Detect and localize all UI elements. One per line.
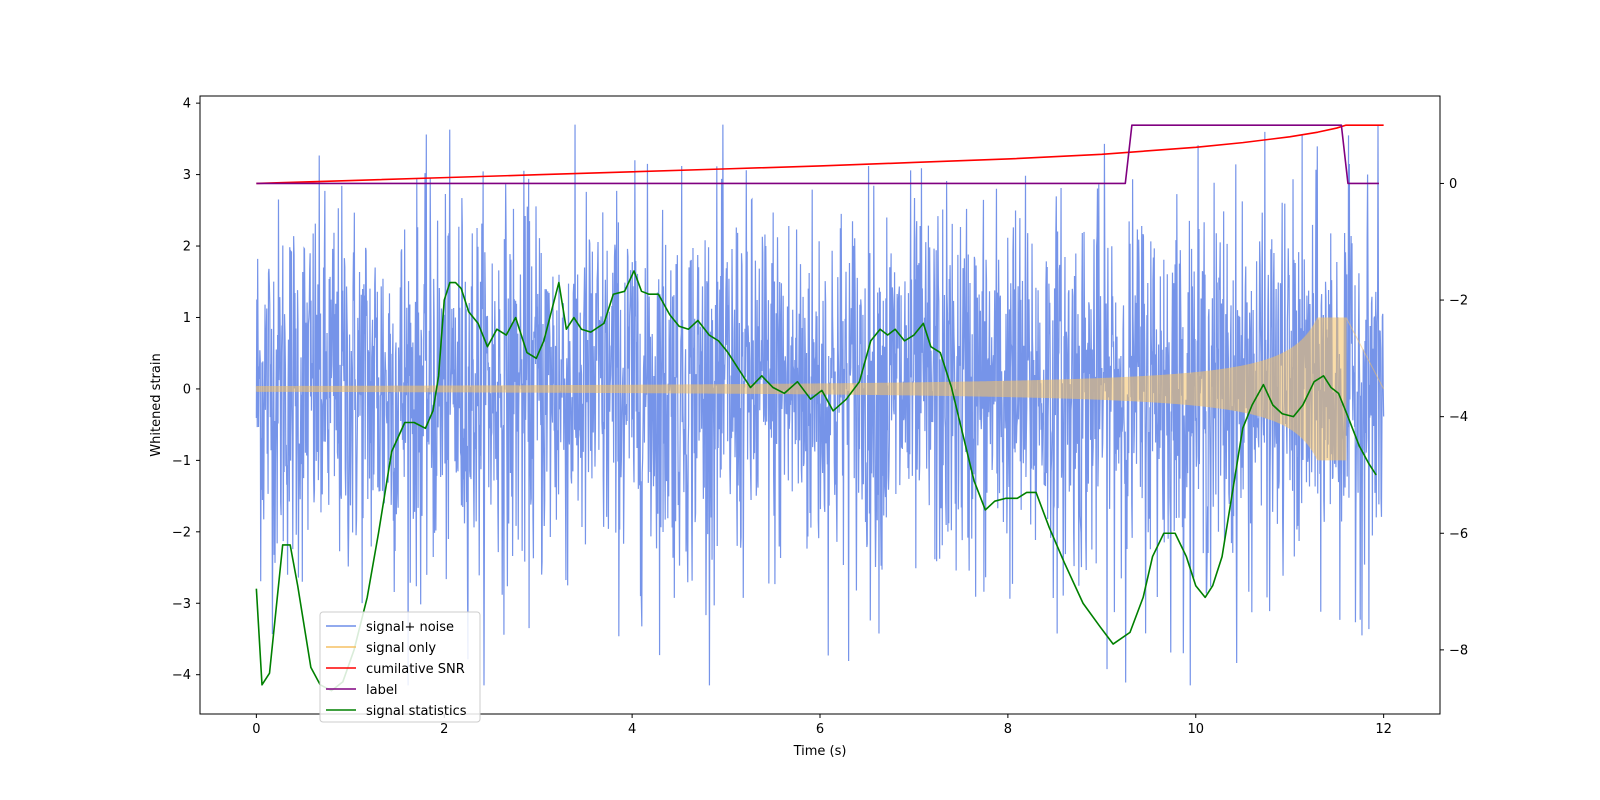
y-tick-label: 2: [183, 240, 191, 255]
x-axis-label: Time (s): [793, 744, 847, 759]
x-tick-label: 4: [628, 722, 636, 737]
signal-noise-line: [255, 124, 1385, 686]
y2-axis-ticks: −8 −6 −4 −2 0: [1440, 177, 1468, 658]
y-axis-label: Whitened strain: [149, 353, 164, 456]
signal-noise-series: [255, 124, 1385, 686]
plot-area: [255, 124, 1385, 692]
y2-tick-label: 0: [1449, 177, 1457, 192]
x-tick-label: 10: [1187, 722, 1204, 737]
legend: signal+ noise signal only cumilative SNR…: [319, 611, 481, 723]
signal-only-series: [255, 317, 1385, 461]
y2-tick-label: −8: [1449, 643, 1468, 658]
y-tick-label: −2: [172, 525, 191, 540]
signal-statistics-line: [255, 270, 1377, 692]
x-tick-label: 2: [440, 722, 448, 737]
x-tick-label: 0: [252, 722, 260, 737]
x-tick-label: 12: [1375, 722, 1392, 737]
y2-tick-label: −4: [1449, 410, 1468, 425]
y-tick-label: 3: [183, 168, 191, 183]
y-tick-label: −1: [172, 454, 191, 469]
legend-label-signal-statistics: signal statistics: [366, 704, 467, 719]
y-tick-label: −3: [172, 597, 191, 612]
legend-entry-signal-only: signal only: [326, 641, 436, 656]
x-tick-label: 6: [816, 722, 824, 737]
legend-box: [319, 611, 481, 723]
cumulative-snr-line: [256, 124, 1384, 185]
legend-label-signal-only: signal only: [366, 641, 436, 656]
y-tick-label: 4: [183, 97, 191, 112]
right-axis-series: [255, 124, 1384, 692]
legend-label-cumulative-snr: cumilative SNR: [366, 662, 465, 677]
legend-entry-signal-statistics: signal statistics: [326, 704, 467, 719]
legend-entry-signal-noise: signal+ noise: [326, 620, 454, 635]
y-tick-label: 0: [183, 382, 191, 397]
y-tick-label: −4: [172, 668, 191, 683]
legend-label-label: label: [366, 683, 397, 698]
label-line: [256, 124, 1379, 185]
legend-label-signal-noise: signal+ noise: [366, 620, 454, 635]
y-axis-ticks: −4 −3 −2 −1 0 1 2 3 4: [172, 97, 200, 683]
y-tick-label: 1: [183, 311, 191, 326]
legend-entry-label: label: [326, 683, 397, 698]
legend-entry-cumulative-snr: cumilative SNR: [326, 662, 465, 677]
x-tick-label: 8: [1004, 722, 1012, 737]
y2-tick-label: −6: [1449, 527, 1468, 542]
y2-tick-label: −2: [1449, 294, 1468, 309]
signal-only-line: [255, 317, 1385, 461]
